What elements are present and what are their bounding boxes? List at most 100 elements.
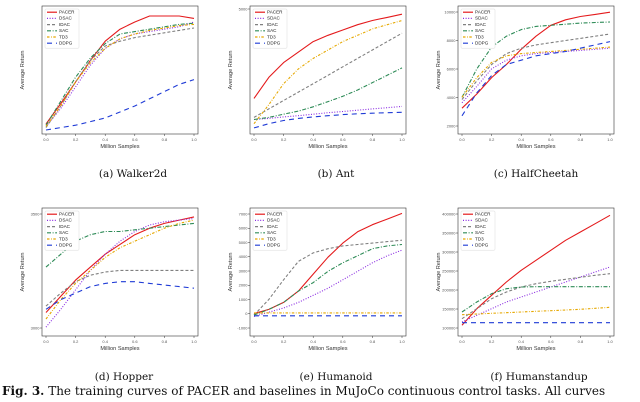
legend-label: IDAC [475,224,487,229]
figure-caption: Fig. 3. The training curves of PACER and… [2,384,640,398]
x-tick-label: 0.6 [548,137,554,142]
y-tick-label: 3000 [239,268,249,273]
legend-label: TD3 [475,236,484,241]
x-tick-label: 0.8 [162,137,168,142]
legend-label: SAC [59,230,69,235]
series-line-sdac [461,47,611,104]
legend-label: SAC [59,28,69,33]
x-tick-label: 0.8 [370,137,376,142]
y-tick-label: 3500 [31,211,41,216]
series-line-td3 [45,219,195,320]
y-tick-label: 4000 [447,95,457,100]
legend-label: IDAC [59,22,71,27]
series-line-sac [461,21,611,98]
y-tick-label: 7000 [239,211,249,216]
x-tick-label: 1.0 [191,137,197,142]
series-line-td3 [461,46,611,98]
y-tick-label: 1000 [239,297,249,302]
legend-label: TD3 [267,34,276,39]
x-tick-label: 0.4 [102,339,108,344]
y-axis-label: Average Return [436,252,442,291]
legend-label: SAC [267,230,277,235]
y-tick-label: 4000 [239,254,249,259]
legend-box [460,8,496,49]
series-line-ddpg [45,79,195,131]
legend-label: DSAC [59,16,72,21]
legend-label: IDAC [475,22,487,27]
y-axis-label: Average Return [228,50,234,89]
panel-caption: (d) Hopper [95,371,154,383]
series-line-idac [45,269,194,307]
series-line-pacer [461,11,611,109]
x-tick-label: 0.6 [132,137,138,142]
panel-caption: (a) Walker2d [99,168,168,180]
x-tick-label: 0.0 [251,137,257,142]
y-axis-label: Average Return [436,50,442,89]
y-axis-label: Average Return [228,252,234,291]
y-tick-label: 3000 [31,325,41,330]
legend-label: SAC [475,28,485,33]
y-tick-label: 2000 [239,283,249,288]
series-line-idac [461,273,611,320]
legend-box [252,8,288,49]
y-tick-label: 200000 [442,287,456,292]
legend-label: DSAC [59,218,72,223]
chart-panel-6: 0.0 0.2 0.4 0.6 0.8 1.0 400000 350000 300000 2500… [436,207,615,383]
x-tick-label: 0.8 [370,339,376,344]
legend-label: PACER [475,10,491,15]
y-tick-label: 8000 [447,38,457,43]
x-tick-label: 0.8 [578,339,584,344]
x-axis-label: Million Samples [308,346,347,352]
legend-label: PACER [59,10,75,15]
figure-caption-text: The training curves of PACER and baselin… [48,384,606,398]
x-tick-label: 0.4 [102,137,108,142]
series-line-ddpg [45,281,195,310]
panel-caption: (f) Humanstandup [490,371,587,383]
y-tick-label: -1000 [237,325,248,330]
series-line-ddpg [461,41,611,117]
x-tick-label: 0.6 [132,339,138,344]
x-tick-label: 0.0 [459,339,465,344]
legend-label: SAC [267,28,277,33]
x-axis-label: Million Samples [516,144,555,150]
chart-panel-3: 0.0 0.2 0.4 0.6 0.8 1.0 10000 8000 6000 4000 2000 P… [436,5,615,180]
legend-box [44,210,80,251]
x-tick-label: 0.2 [489,339,495,344]
x-axis-label: Million Samples [100,144,139,150]
x-tick-label: 0.8 [162,339,168,344]
x-tick-label: 0.4 [518,339,524,344]
legend-label: DDPG [475,243,489,248]
series-line-td3 [461,306,611,316]
series-line-dsac [45,217,195,328]
panel-caption: (c) HalfCheetah [494,168,579,180]
x-tick-label: 0.2 [73,137,79,142]
x-tick-label: 0.2 [281,137,287,142]
y-tick-label: 5000 [239,240,249,245]
y-tick-label: 300000 [442,249,456,254]
x-tick-label: 0.0 [459,137,465,142]
x-tick-label: 1.0 [607,137,613,142]
y-tick-label: 400000 [442,211,456,216]
legend-box [252,210,288,251]
x-tick-label: 0.8 [578,137,584,142]
x-tick-label: 0.6 [340,339,346,344]
legend-label: SDAC [267,16,280,21]
x-tick-label: 0.6 [340,137,346,142]
y-tick-label: 2000 [447,123,457,128]
legend-label: TD3 [59,34,68,39]
x-tick-label: 1.0 [399,137,405,142]
panel-caption: (e) Humanoid [299,371,372,383]
y-tick-label: 350000 [442,230,456,235]
y-tick-label: 5000 [239,6,249,11]
x-tick-label: 0.4 [310,137,316,142]
x-tick-label: 1.0 [607,339,613,344]
series-line-sac [253,243,403,316]
legend-label: SAC [475,230,485,235]
